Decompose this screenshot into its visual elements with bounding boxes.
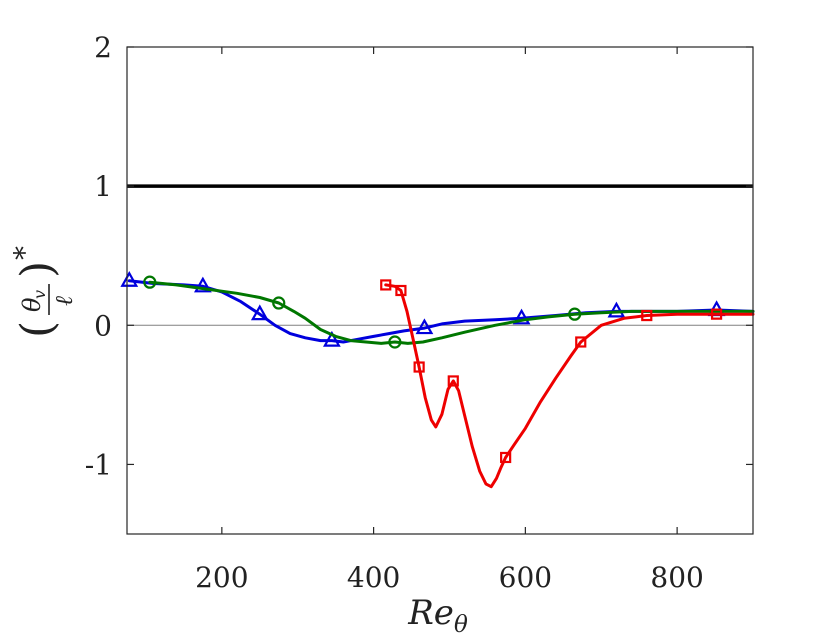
y-axis-label: ( θ v ℓ ) * bbox=[8, 246, 78, 338]
marker-square bbox=[500, 451, 512, 464]
marker-circle bbox=[388, 335, 402, 349]
y-tick-label: 0 bbox=[94, 309, 112, 342]
x-axis-label: Reθ bbox=[407, 593, 468, 637]
marker-square bbox=[447, 375, 459, 387]
y-axis-label-open-paren: ( bbox=[12, 321, 63, 338]
y-tick-label: -1 bbox=[85, 448, 112, 481]
y-axis-label-close-paren: ) bbox=[12, 261, 63, 278]
marker-triangle bbox=[607, 301, 626, 318]
x-axis-label-subscript: θ bbox=[454, 612, 468, 637]
marker-triangle bbox=[250, 304, 269, 321]
series-line-red-square bbox=[384, 283, 755, 489]
marker-square bbox=[380, 279, 392, 291]
marker-triangle bbox=[194, 276, 212, 293]
y-axis-label-denominator: ℓ bbox=[50, 296, 78, 306]
y-axis-label-superscript: * bbox=[8, 246, 41, 260]
x-tick-label: 400 bbox=[347, 561, 400, 594]
marker-square bbox=[575, 336, 587, 348]
marker-circle bbox=[272, 296, 286, 310]
y-axis-label-numerator-sub: v bbox=[30, 290, 49, 299]
x-axis-label-main: Re bbox=[407, 593, 454, 633]
marker-square bbox=[413, 361, 425, 373]
x-tick-label: 800 bbox=[650, 561, 703, 594]
data-series bbox=[120, 271, 755, 489]
y-axis-label-numerator: θ bbox=[18, 297, 46, 312]
marker-triangle bbox=[512, 308, 531, 325]
x-tick-label: 200 bbox=[195, 561, 248, 594]
marker-circle bbox=[143, 275, 157, 289]
y-tick-label: 1 bbox=[94, 170, 112, 203]
plot-area-frame bbox=[126, 46, 754, 535]
y-tick-label: 2 bbox=[94, 31, 112, 64]
series-line-green-circle bbox=[148, 280, 755, 345]
axis-labels: Reθ ( θ v ℓ ) * bbox=[8, 246, 468, 637]
marker-triangle bbox=[322, 330, 341, 347]
marker-square bbox=[395, 284, 407, 297]
marker-triangle bbox=[120, 271, 139, 287]
marker-triangle bbox=[415, 318, 434, 335]
marker-circle bbox=[568, 307, 582, 321]
marker-square bbox=[710, 308, 723, 320]
x-tick-label: 600 bbox=[499, 561, 552, 594]
marker-square bbox=[641, 309, 653, 322]
axes: 200 400 600 800 -1 0 1 2 bbox=[85, 31, 754, 594]
